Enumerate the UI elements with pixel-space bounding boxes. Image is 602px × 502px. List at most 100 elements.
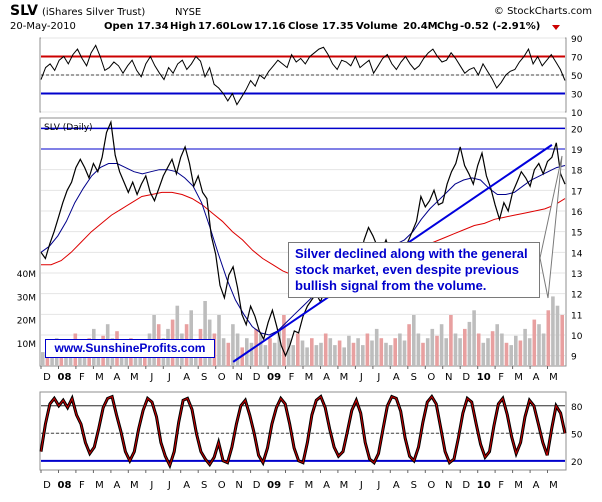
volume-bar	[425, 338, 430, 366]
x-axis-label: A	[113, 480, 120, 491]
volume-bar	[523, 328, 527, 366]
price-tick-label: 14	[571, 249, 583, 259]
x-axis-label: S	[411, 480, 417, 491]
open-value: 17.34	[137, 21, 169, 32]
volume-bar	[323, 333, 328, 366]
price-tick-label: 11	[571, 311, 582, 321]
x-axis-label: 09	[267, 480, 281, 491]
x-axis-label: 08	[58, 372, 72, 383]
volume-bar	[546, 310, 551, 366]
volume-bar	[430, 328, 435, 366]
volume-bar	[500, 333, 504, 366]
volume-bar	[305, 347, 309, 366]
rsi-tick-label: 70	[571, 54, 583, 64]
rsi-tick-label: 10	[571, 109, 583, 119]
x-axis-label: J	[359, 480, 363, 491]
volume-tick-label: 20M	[17, 317, 36, 327]
x-axis-label: D	[43, 480, 51, 491]
x-axis-label: D	[462, 372, 470, 383]
price-tick-label: 10	[571, 332, 583, 342]
volume-bar	[555, 305, 560, 366]
volume-tick-label: 10M	[17, 340, 36, 350]
volume-bar	[370, 340, 374, 366]
x-axis-label: A	[533, 480, 540, 491]
high-label: High	[170, 21, 196, 32]
volume-bar	[217, 315, 221, 366]
volume-bar	[231, 324, 235, 366]
x-axis-label: J	[149, 372, 153, 383]
x-axis-label: F	[289, 480, 295, 491]
x-axis-label: M	[549, 480, 558, 491]
volume-bar	[384, 342, 388, 366]
volume-bar	[532, 319, 537, 366]
volume-bar	[221, 338, 226, 366]
ma-blue-line	[40, 163, 566, 336]
volume-bar	[361, 345, 365, 366]
volume-bar	[254, 328, 258, 366]
volume-bar	[203, 301, 207, 366]
volume-bar	[356, 338, 360, 366]
price-tick-label: 9	[571, 353, 577, 363]
x-axis-label: J	[359, 372, 363, 383]
x-axis-label: F	[289, 372, 295, 383]
volume-bar	[41, 352, 45, 366]
volume-bar	[258, 333, 263, 366]
rsi-tick-label: 30	[571, 91, 583, 101]
x-axis-label: J	[376, 372, 380, 383]
volume-tick-label: 40M	[17, 270, 36, 280]
volume-bar	[398, 333, 402, 366]
x-axis-label: S	[201, 372, 207, 383]
x-axis-label: D	[462, 480, 470, 491]
volume-bar	[388, 345, 393, 366]
x-axis-label: 09	[267, 372, 281, 383]
volume-bar	[296, 333, 300, 366]
volume-bar	[277, 328, 282, 366]
volume-bar	[189, 310, 193, 366]
x-axis-label: M	[95, 372, 104, 383]
high-value: 17.60	[198, 21, 230, 32]
volume-bar	[449, 315, 453, 366]
x-axis-label: S	[201, 480, 207, 491]
price-tick-label: 12	[571, 291, 582, 301]
x-axis-label: F	[498, 480, 504, 491]
x-axis-label: A	[393, 372, 400, 383]
volume-bar	[537, 324, 541, 366]
volume-bar	[495, 324, 499, 366]
price-tick-label: 16	[571, 208, 583, 218]
x-axis-label: A	[183, 372, 190, 383]
volume-bar	[347, 335, 351, 366]
x-axis-label: J	[167, 372, 171, 383]
low-value: 17.16	[254, 21, 286, 32]
x-axis-label: F	[79, 480, 85, 491]
x-axis-label: D	[253, 372, 261, 383]
volume-bar	[463, 328, 467, 366]
price-line	[40, 119, 566, 358]
volume-bar	[527, 338, 532, 366]
volume-bar	[291, 345, 295, 366]
price-panel-label: SLV (Daily)	[44, 123, 93, 133]
x-axis-label: O	[218, 480, 226, 491]
x-axis-label: J	[167, 480, 171, 491]
price-tick-label: 18	[571, 167, 583, 177]
volume-bar	[407, 324, 411, 366]
volume-bar	[365, 333, 370, 366]
stoch-tick-label: 20	[571, 458, 583, 468]
volume-value: 20.4M	[403, 21, 438, 32]
volume-bar	[226, 342, 231, 366]
volume-bar	[175, 305, 180, 366]
x-axis-label: M	[95, 480, 104, 491]
price-tick-label: 20	[571, 125, 583, 135]
volume-bar	[249, 342, 254, 366]
x-axis-label: A	[323, 372, 330, 383]
x-axis-label: N	[445, 372, 452, 383]
volume-bar	[444, 338, 448, 366]
volume-bar	[435, 335, 439, 366]
volume-bar	[453, 333, 458, 366]
volume-bar	[458, 338, 462, 366]
rsi-line	[40, 44, 566, 106]
annotation-arrow	[539, 155, 563, 299]
volume-bar	[421, 342, 425, 366]
volume-bar	[504, 342, 509, 366]
volume-bar	[486, 338, 490, 366]
volume-bar	[541, 333, 546, 366]
